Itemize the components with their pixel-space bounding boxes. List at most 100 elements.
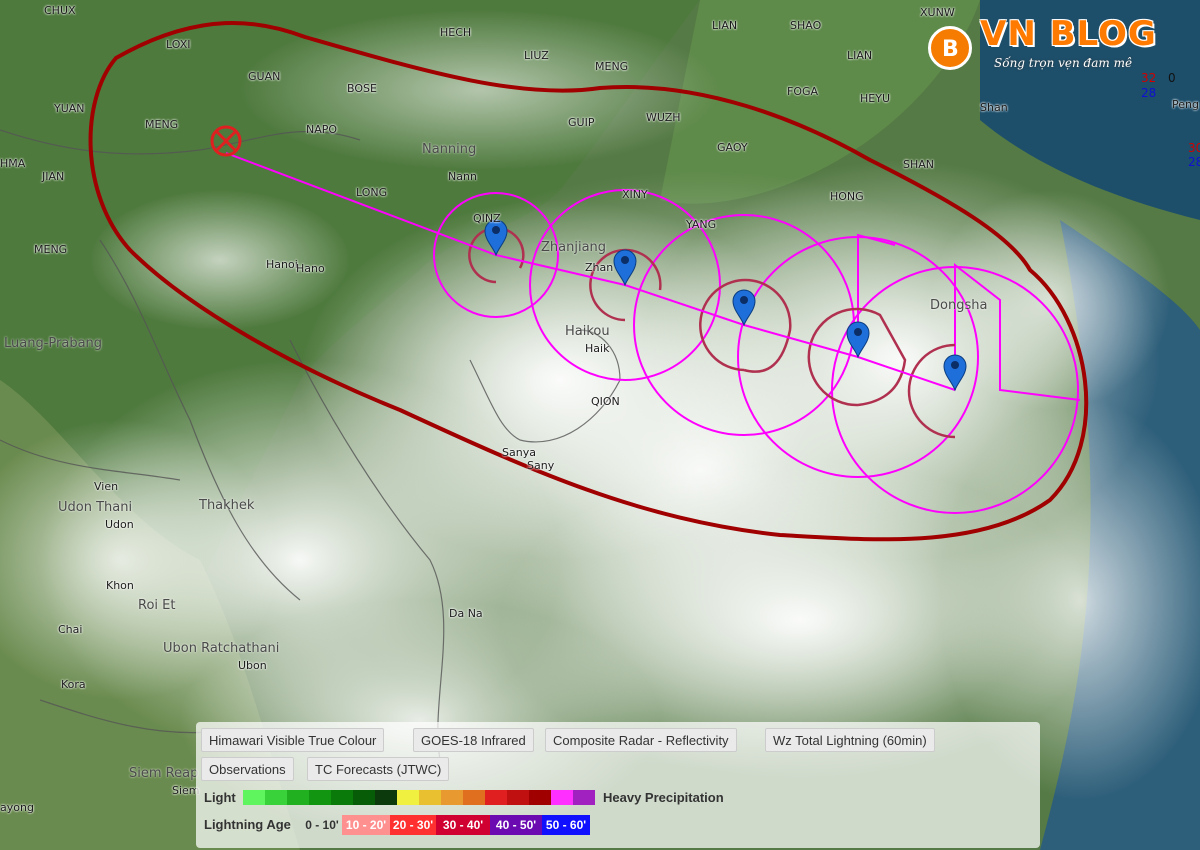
- place-label: XINY: [622, 188, 648, 201]
- place-label: XUNW: [920, 6, 955, 19]
- place-label: Chai: [58, 623, 83, 636]
- lightning-age-swatch: 30 - 40': [436, 815, 490, 835]
- place-label: Ubon: [238, 659, 267, 672]
- layer-toggle-button[interactable]: Composite Radar - Reflectivity: [545, 728, 737, 752]
- place-label: Udon: [105, 518, 134, 531]
- precip-swatch: [551, 790, 573, 805]
- place-label: Udon Thani: [58, 500, 133, 515]
- forecast-cone: [88, 20, 1089, 542]
- precip-swatch: [375, 790, 397, 805]
- place-label: Luang-Prabang: [4, 336, 103, 351]
- place-label: NAPO: [306, 123, 338, 136]
- forecast-track: [225, 152, 956, 391]
- place-label: Peng: [1172, 98, 1199, 111]
- place-label: JIAN: [42, 170, 65, 183]
- layer-toggle-button[interactable]: Himawari Visible True Colour: [201, 728, 385, 752]
- vnblog-logo: B VN BLOG Sống trọn vẹn đam mê: [922, 10, 1192, 80]
- place-label: Nanning: [422, 142, 477, 157]
- layer-toggle-button[interactable]: Wz Total Lightning (60min): [765, 728, 935, 752]
- track-line: [225, 152, 956, 391]
- place-label: Sany: [527, 459, 555, 472]
- lightning-age-swatch: 40 - 50': [490, 815, 542, 835]
- storm-landfall-icon[interactable]: [210, 125, 242, 157]
- map-pin-icon[interactable]: [943, 354, 967, 392]
- precip-swatch: [507, 790, 529, 805]
- place-label: FOGA: [787, 85, 819, 98]
- place-label: MENG: [34, 243, 68, 256]
- lightning-age-swatch: 50 - 60': [542, 815, 590, 835]
- place-label: HMA: [0, 157, 26, 170]
- precip-high-label: Heavy Precipitation: [603, 790, 724, 805]
- place-label: LOXI: [166, 38, 191, 51]
- place-label: ayong: [0, 801, 34, 814]
- logo-subtitle: Sống trọn vẹn đam mê: [994, 56, 1133, 70]
- place-label: Nann: [448, 170, 477, 183]
- place-label: YUAN: [54, 102, 85, 115]
- map-pin-icon[interactable]: [613, 249, 637, 287]
- place-label: Haik: [585, 342, 610, 355]
- precip-swatch: [309, 790, 331, 805]
- cloud-layer: [0, 10, 1200, 840]
- place-label: SHAN: [903, 158, 935, 171]
- place-label: Roi Et: [138, 598, 176, 613]
- layer-toggle-button[interactable]: TC Forecasts (JTWC): [307, 757, 450, 781]
- place-label: Kora: [61, 678, 86, 691]
- precip-swatch: [287, 790, 309, 805]
- place-label: Hano: [296, 262, 325, 275]
- precip-swatch: [397, 790, 419, 805]
- place-label: Thakhek: [199, 498, 255, 513]
- precip-swatch: [529, 790, 551, 805]
- lightning-age-swatch: 0 - 10': [305, 818, 339, 832]
- precip-swatch: [573, 790, 595, 805]
- precip-swatch: [331, 790, 353, 805]
- place-label: YANG: [686, 218, 717, 231]
- place-label: Sanya: [502, 446, 536, 459]
- precip-swatch: [441, 790, 463, 805]
- layer-toggle-button[interactable]: GOES-18 Infrared: [413, 728, 534, 752]
- inner-radii: [468, 226, 956, 439]
- lightning-age-swatch: 20 - 30': [390, 815, 436, 835]
- map-pin-icon[interactable]: [846, 321, 870, 359]
- place-label: QINZ: [473, 212, 501, 225]
- place-label: HEYU: [860, 92, 890, 105]
- layer-toggle-button[interactable]: Observations: [201, 757, 294, 781]
- lightning-age-label: Lightning Age: [204, 817, 291, 832]
- edge-number: 30: [1188, 141, 1200, 155]
- place-label: Siem: [172, 784, 200, 797]
- place-label: CHUX: [44, 4, 76, 17]
- precip-swatch: [419, 790, 441, 805]
- logo-title: VN BLOG: [980, 14, 1157, 54]
- place-label: MENG: [145, 118, 179, 131]
- precip-low-label: Light: [204, 790, 236, 805]
- precip-swatch: [243, 790, 265, 805]
- precip-swatch: [265, 790, 287, 805]
- place-label: Siem Reap: [129, 766, 199, 781]
- precip-swatch: [463, 790, 485, 805]
- place-label: LONG: [356, 186, 388, 199]
- place-label: Shan: [980, 101, 1008, 114]
- map-pin-icon[interactable]: [732, 289, 756, 327]
- place-label: Zhanjiang: [541, 240, 607, 255]
- place-label: Hanoi: [266, 258, 298, 271]
- place-label: Dongsha: [930, 298, 988, 313]
- place-label: Khon: [106, 579, 134, 592]
- edge-number: 0: [1168, 71, 1176, 85]
- place-label: SHAO: [790, 19, 822, 32]
- precip-swatch: [353, 790, 375, 805]
- map-pin-icon[interactable]: [484, 219, 508, 257]
- edge-number: 32: [1141, 71, 1157, 85]
- place-label: LIAN: [712, 19, 738, 32]
- place-label: MENG: [595, 60, 629, 73]
- place-label: QION: [591, 395, 620, 408]
- place-label: GUIP: [568, 116, 595, 129]
- precip-swatch: [485, 790, 507, 805]
- place-label: Ubon Ratchathani: [163, 641, 280, 656]
- place-label: Zhan: [585, 261, 614, 274]
- place-label: Haikou: [565, 324, 610, 339]
- place-label: Vien: [94, 480, 119, 493]
- edge-number: 28: [1141, 86, 1157, 100]
- edge-number: 28: [1188, 155, 1200, 169]
- place-label: HECH: [440, 26, 472, 39]
- place-label: LIUZ: [524, 49, 549, 62]
- forecast-pins[interactable]: [484, 219, 967, 392]
